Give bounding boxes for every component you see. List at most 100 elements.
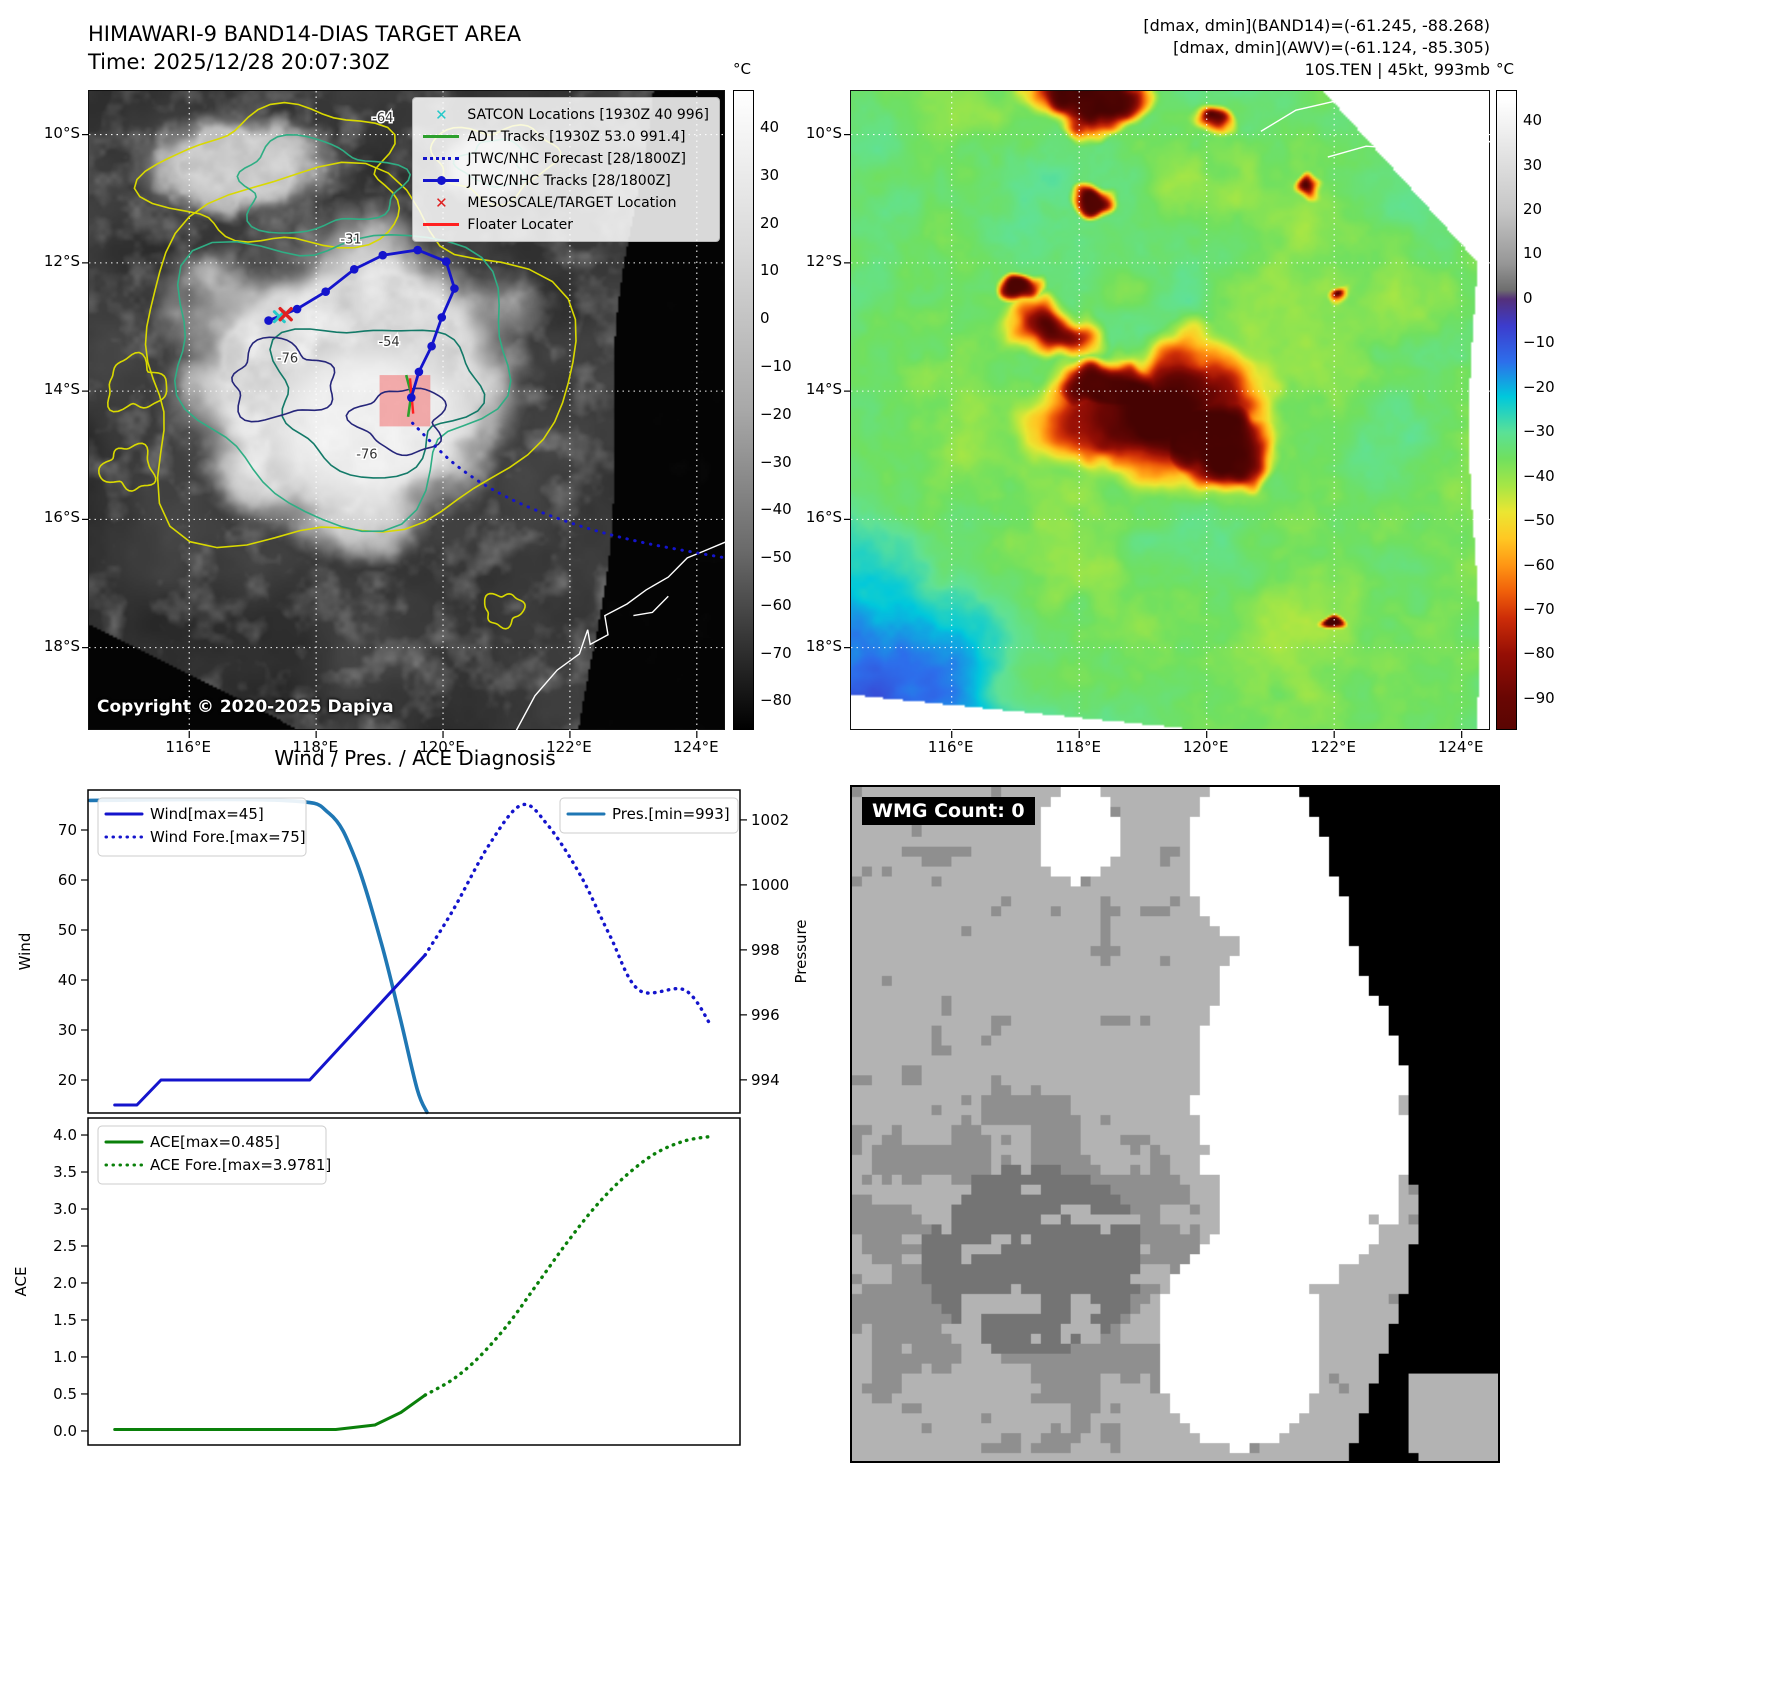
x-axis-tick-label: 122°E bbox=[546, 738, 592, 756]
x-axis-tick-label: 116°E bbox=[165, 738, 212, 756]
colorbar-tick-label: −60 bbox=[760, 595, 792, 614]
colorbar-tick-label: 0 bbox=[760, 309, 770, 328]
y-axis-tick-label: 10°S bbox=[805, 123, 842, 142]
y2-axis-tick-label: 998 bbox=[751, 941, 780, 959]
grid-lines bbox=[844, 91, 1491, 738]
y-axis-tick-label: 10°S bbox=[43, 123, 80, 142]
chart-legend bbox=[97, 1125, 327, 1185]
wind-pressure-chart: 20 30 40 50 60 70 994 996 998 1000 1002 Wind Pressur… bbox=[16, 789, 810, 1115]
band14-title: HIMAWARI-9 BAND14-DIAS TARGET AREA bbox=[88, 22, 522, 46]
y-axis-title: ACE bbox=[12, 1267, 30, 1297]
chart-legend-label: Wind[max=45] bbox=[150, 805, 264, 823]
x-axis-tick-label: 122°E bbox=[1310, 738, 1356, 756]
line-marker-icon bbox=[423, 135, 460, 138]
coastline bbox=[1260, 100, 1492, 165]
legend-row: ✕ MESOSCALE/TARGET Location bbox=[423, 193, 709, 212]
awv-colorbar bbox=[1496, 90, 1517, 730]
contour-label: -64 bbox=[372, 111, 393, 126]
contour-label: -76 bbox=[356, 447, 377, 462]
y-axis-tick-label: 2.5 bbox=[53, 1237, 77, 1255]
y-axis-tick-label: 1.5 bbox=[53, 1311, 77, 1329]
dmax-dmin-awv-label: [dmax, dmin](AWV)=(-61.124, -85.305) bbox=[1173, 38, 1490, 57]
y-axis-tick-label: 2.0 bbox=[53, 1274, 77, 1292]
x-axis-tick-label: 118°E bbox=[1055, 738, 1101, 756]
colorbar-tick-label: −50 bbox=[760, 548, 792, 567]
colorbar-tick-label: 10 bbox=[1523, 244, 1543, 263]
series-Wind[max=45] bbox=[113, 953, 427, 1107]
colorbar-tick-label: −20 bbox=[1523, 377, 1555, 396]
colorbar-tick-label: 40 bbox=[760, 118, 780, 137]
ace-chart: 0.0 0.5 1.0 1.5 2.0 2.5 3.0 3.5 4.0 ACE ACE[max=0.… bbox=[12, 1117, 741, 1446]
colorbar-tick-label: −40 bbox=[1523, 466, 1555, 485]
colorbar-tick-label: −20 bbox=[760, 404, 792, 423]
copyright-watermark: Copyright © 2020-2025 Dapiya bbox=[97, 697, 394, 717]
diagnosis-charts: 20 30 40 50 60 70 994 996 998 1000 1002 Wind Pressur… bbox=[12, 789, 810, 1446]
y-axis-tick-label: 14°S bbox=[43, 380, 80, 399]
series-ACE[max=0.485] bbox=[113, 1393, 427, 1431]
chart-legend bbox=[559, 797, 739, 834]
chart-legend-label: ACE[max=0.485] bbox=[150, 1133, 280, 1151]
awv-satellite-map bbox=[844, 90, 1492, 738]
line-marker-icon bbox=[423, 157, 460, 160]
line-marker-icon bbox=[423, 223, 460, 226]
y-axis-tick-label: 20 bbox=[58, 1071, 77, 1089]
colorbar-tick-label: 20 bbox=[760, 213, 780, 232]
y-axis-tick-label: 60 bbox=[58, 871, 77, 889]
colorbar-tick-label: −40 bbox=[760, 500, 792, 519]
awv-colorbar-unit: °C bbox=[1496, 60, 1514, 78]
x-marker-icon: ✕ bbox=[435, 105, 448, 124]
dmax-dmin-band14-label: [dmax, dmin](BAND14)=(-61.245, -88.268) bbox=[1143, 16, 1490, 35]
colorbar-tick-label: 40 bbox=[1523, 111, 1543, 130]
colorbar-tick-label: −60 bbox=[1523, 555, 1555, 574]
storm-tracks bbox=[264, 245, 727, 560]
x-axis-tick-label: 120°E bbox=[419, 738, 465, 756]
legend-row: JTWC/NHC Forecast [28/1800Z] bbox=[423, 149, 709, 168]
y-axis-tick-label: 12°S bbox=[805, 251, 842, 270]
y-axis-tick-label: 0.5 bbox=[53, 1385, 77, 1403]
colorbar-tick-label: −90 bbox=[1523, 688, 1555, 707]
legend-label: Floater Locater bbox=[467, 216, 574, 233]
y-axis-tick-label: 16°S bbox=[43, 508, 80, 527]
storm-id-intensity-label: 10S.TEN | 45kt, 993mb bbox=[1304, 60, 1490, 79]
colorbar-tick-label: 10 bbox=[760, 261, 780, 280]
colorbar-tick-label: 30 bbox=[1523, 155, 1543, 174]
legend-label: ADT Tracks [1930Z 53.0 991.4] bbox=[467, 128, 686, 145]
y-axis-tick-label: 12°S bbox=[43, 251, 80, 270]
y-axis-tick-label: 14°S bbox=[805, 380, 842, 399]
legend-row: ✕ SATCON Locations [1930Z 40 996] bbox=[423, 105, 709, 124]
jtwc-forecast-track bbox=[411, 421, 727, 560]
colorbar-tick-label: −70 bbox=[1523, 600, 1555, 618]
y-axis-tick-label: 30 bbox=[58, 1021, 77, 1039]
chart-legend-label: Wind Fore.[max=75] bbox=[150, 828, 306, 846]
y-axis-tick-label: 50 bbox=[58, 921, 77, 939]
colorbar-tick-label: −30 bbox=[760, 452, 792, 471]
colorbar-tick-label: −50 bbox=[1523, 511, 1555, 530]
coastline bbox=[515, 541, 727, 732]
wmg-count-label: WMG Count: 0 bbox=[862, 797, 1035, 825]
band14-satellite-map: -64 -31 -54 -76 -76 ✕ SATCON Locations [1930Z… bbox=[82, 90, 727, 738]
y-axis-tick-label: 1.0 bbox=[53, 1348, 77, 1366]
colorbar-tick-label: 0 bbox=[1523, 288, 1533, 307]
y-axis-tick-label: 40 bbox=[58, 971, 77, 989]
legend-label: SATCON Locations [1930Z 40 996] bbox=[467, 106, 709, 123]
wmg-mask-image bbox=[852, 787, 1498, 1461]
x-axis-tick-label: 124°E bbox=[1437, 738, 1484, 756]
series-Wind Fore.[max=75] bbox=[423, 802, 713, 1027]
line-marker-icon bbox=[423, 176, 460, 185]
contour-label: -54 bbox=[378, 335, 399, 350]
colorbar-tick-label: 20 bbox=[1523, 200, 1543, 218]
legend-row: ADT Tracks [1930Z 53.0 991.4] bbox=[423, 127, 709, 146]
awv-map-overlay bbox=[844, 91, 1492, 738]
y2-axis-tick-label: 994 bbox=[751, 1071, 780, 1089]
band14-time-label: Time: 2025/12/28 20:07:30Z bbox=[88, 50, 390, 74]
colorbar-tick-label: −30 bbox=[1523, 422, 1555, 441]
colorbar-tick-label: 30 bbox=[760, 165, 780, 184]
contour-label: -31 bbox=[340, 233, 361, 248]
band14-colorbar bbox=[733, 90, 754, 730]
wmg-panel: WMG Count: 0 bbox=[850, 785, 1500, 1463]
diagnosis-title: Wind / Pres. / ACE Diagnosis bbox=[274, 746, 556, 770]
y-axis-tick-label: 16°S bbox=[805, 508, 842, 527]
x-axis-tick-label: 116°E bbox=[927, 738, 974, 756]
y-axis-tick-label: 18°S bbox=[805, 636, 842, 655]
